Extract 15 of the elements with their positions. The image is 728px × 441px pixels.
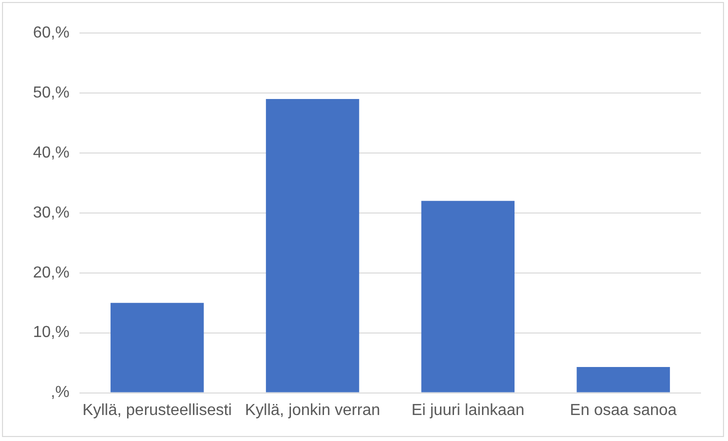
- bar: [576, 367, 670, 392]
- bar: [110, 302, 204, 392]
- x-tick-label: Kyllä, jonkin verran: [244, 402, 380, 419]
- y-tick-label: 40,%: [33, 144, 70, 162]
- y-tick-label: 30,%: [33, 204, 70, 222]
- y-tick-label: 50,%: [33, 84, 70, 102]
- bar: [421, 200, 515, 392]
- x-tick-label: Ei juuri lainkaan: [411, 402, 524, 419]
- x-tick-label: Kyllä, perusteellisesti: [82, 402, 232, 419]
- y-tick-label: 10,%: [33, 324, 70, 342]
- y-tick-label: ,%: [50, 384, 70, 402]
- y-tick-label: 20,%: [33, 264, 70, 282]
- bar: [266, 98, 360, 392]
- x-tick-label: En osaa sanoa: [570, 402, 677, 419]
- y-tick-label: 60,%: [33, 24, 70, 42]
